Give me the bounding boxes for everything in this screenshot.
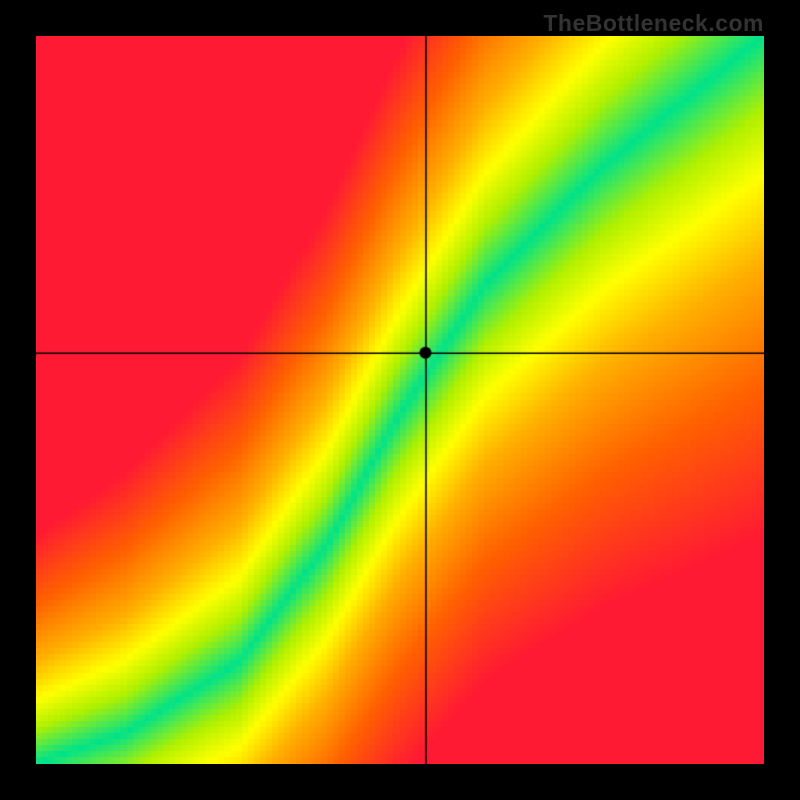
bottleneck-heatmap [36, 36, 764, 764]
watermark-text: TheBottleneck.com [543, 10, 764, 37]
